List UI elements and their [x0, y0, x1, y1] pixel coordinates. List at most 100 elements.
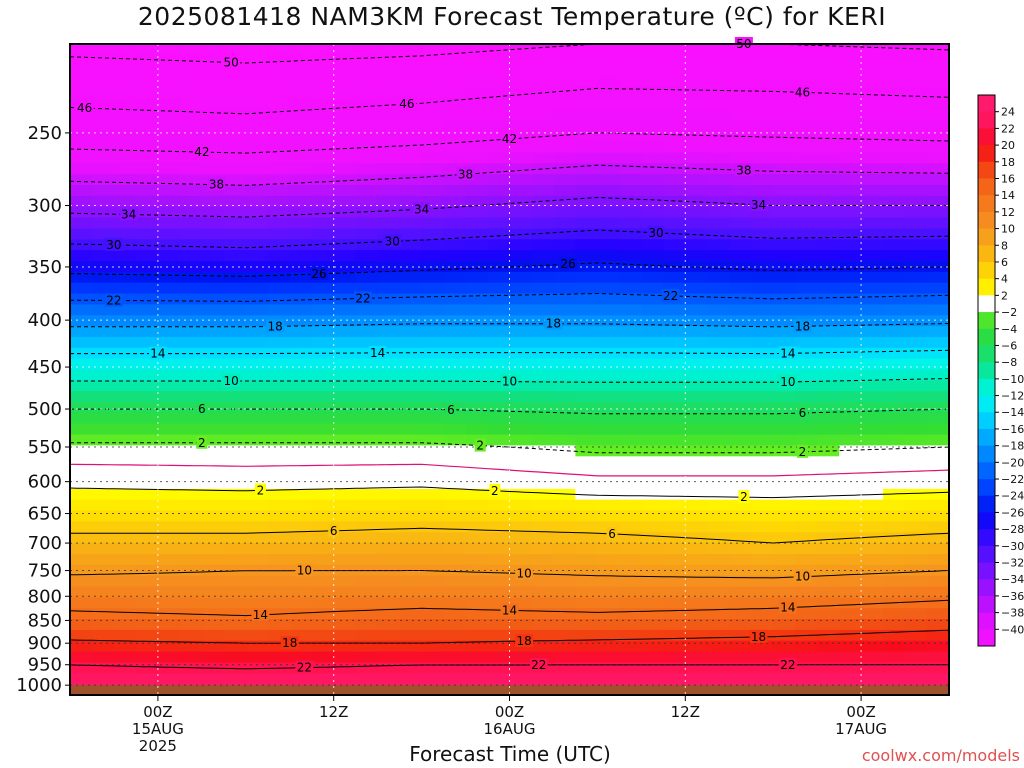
field-cell: [421, 358, 445, 371]
field-cell: [333, 163, 357, 175]
field-cell: [773, 532, 796, 544]
field-cell: [135, 120, 159, 132]
field-cell: [487, 391, 511, 403]
field-cell: [531, 402, 555, 414]
chart-title: 2025081418 NAM3KM Forecast Temperature (…: [137, 2, 887, 31]
field-cell: [201, 456, 225, 468]
field-cell: [729, 521, 752, 533]
field-cell: [443, 543, 467, 555]
field-cell: [685, 456, 708, 468]
field-cell: [927, 239, 950, 251]
field-cell: [773, 543, 796, 555]
field-cell: [509, 44, 533, 56]
contour-label-bg: [196, 435, 208, 449]
field-cell: [905, 651, 928, 664]
field-cell: [114, 423, 137, 436]
field-cell: [201, 402, 225, 414]
field-cell: [70, 521, 93, 533]
field-cell: [817, 206, 840, 219]
contour-label: 46: [399, 97, 414, 111]
field-cell: [135, 467, 159, 479]
contour-label: 38: [736, 163, 751, 177]
field-cell: [487, 304, 511, 316]
field-cell: [773, 98, 796, 110]
field-cell: [92, 347, 115, 360]
field-cell: [685, 326, 708, 338]
field-cell: [135, 402, 159, 414]
field-cell: [245, 586, 269, 598]
field-cell: [157, 651, 181, 664]
field-cell: [92, 195, 115, 208]
field-cell: [927, 673, 950, 685]
y-axis: 2503003504004505005506006507007508008509…: [16, 123, 70, 696]
field-cell: [619, 347, 642, 360]
colorbar-tick-label: 10: [1001, 223, 1015, 236]
field-cell: [355, 640, 379, 653]
field-cell: [817, 488, 840, 501]
field-cell: [333, 326, 357, 338]
colorbar-segment: [978, 345, 995, 363]
field-cell: [685, 261, 708, 273]
field-cell: [597, 152, 620, 164]
contour-label-bg: [119, 207, 138, 221]
field-cell: [795, 120, 818, 132]
field-cell: [597, 467, 620, 479]
field-cell: [597, 564, 620, 577]
field-cell: [289, 358, 313, 371]
field-cell: [575, 54, 598, 67]
field-cell: [377, 217, 401, 230]
field-cell: [157, 412, 181, 425]
field-cell: [421, 543, 445, 555]
field-cell: [641, 76, 664, 88]
field-cell: [729, 358, 752, 371]
field-cell: [487, 532, 511, 544]
field-cell: [531, 488, 555, 501]
field-cell: [114, 597, 137, 609]
field-cell: [377, 152, 401, 164]
field-cell: [597, 380, 620, 392]
field-cell: [399, 185, 423, 197]
field-cell: [905, 369, 928, 381]
field-cell: [531, 174, 555, 186]
contour-label: 14: [253, 608, 268, 622]
field-cell: [817, 217, 840, 230]
field-cell: [751, 326, 774, 338]
field-cell: [575, 130, 598, 143]
field-cell: [377, 271, 401, 284]
contour-label: 18: [751, 630, 766, 644]
field-cell: [355, 109, 379, 121]
field-cell: [92, 282, 115, 295]
field-cell: [377, 619, 401, 631]
field-cell: [311, 543, 335, 555]
field-cell: [70, 564, 93, 577]
field-cell: [157, 185, 181, 197]
field-cell: [311, 174, 335, 186]
field-cell: [465, 271, 489, 284]
field-cell: [179, 130, 203, 143]
field-cell: [619, 412, 642, 425]
contour-label: 14: [150, 347, 165, 361]
field-cell: [641, 391, 664, 403]
field-cell: [641, 445, 664, 457]
field-cell: [707, 499, 730, 512]
field-cell: [487, 315, 511, 327]
field-cell: [157, 456, 181, 468]
field-cell: [487, 434, 511, 447]
field-cell: [92, 456, 115, 468]
field-cell: [751, 206, 774, 219]
field-cell: [487, 293, 511, 305]
contour-label-bg: [529, 657, 548, 671]
field-cell: [773, 250, 796, 262]
field-cell: [685, 195, 708, 208]
field-cell: [685, 282, 708, 295]
field-cell: [531, 434, 555, 447]
field-cell: [179, 543, 203, 555]
field-cell: [707, 185, 730, 197]
field-cell: [311, 217, 335, 230]
field-cell: [619, 402, 642, 414]
field-cell: [927, 347, 950, 360]
field-cell: [641, 185, 664, 197]
colorbar-segment: [978, 278, 995, 296]
contour-label-bg: [266, 319, 285, 333]
field-cell: [465, 44, 489, 56]
